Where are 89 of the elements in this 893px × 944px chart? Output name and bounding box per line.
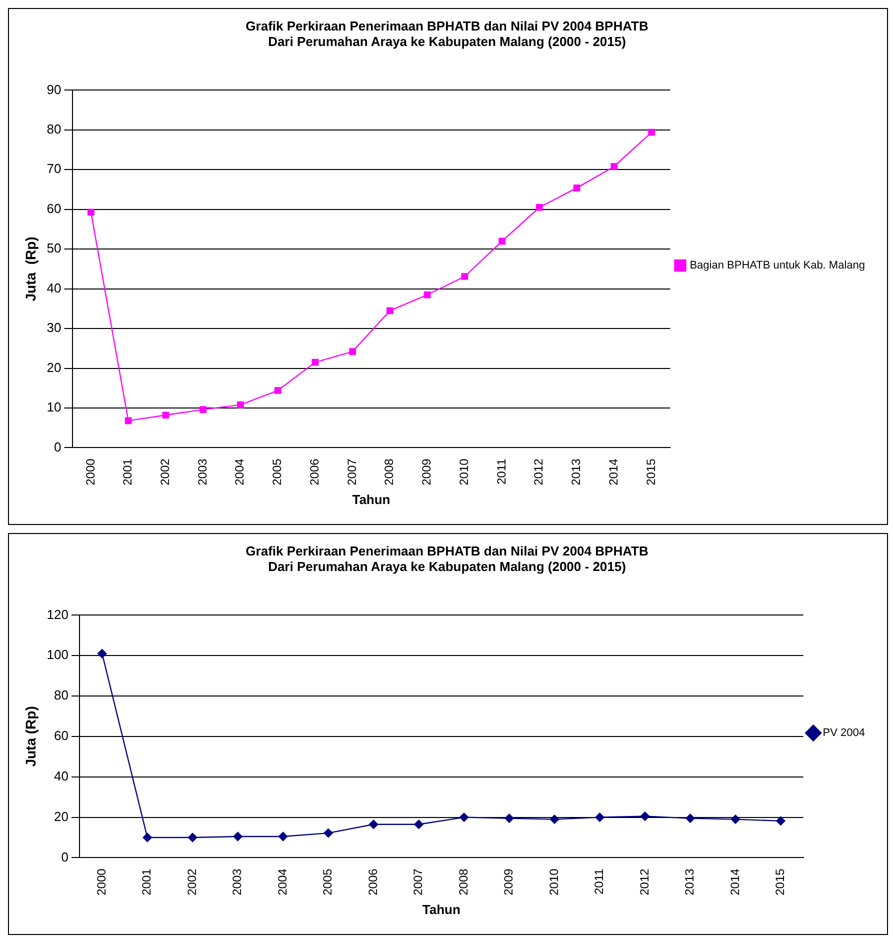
y-tick-label: 40 xyxy=(46,280,62,296)
point xyxy=(730,814,740,824)
y-tick-label: 100 xyxy=(46,647,68,662)
point xyxy=(162,412,170,419)
x-tick-label: 2015 xyxy=(644,458,658,486)
point xyxy=(124,417,132,424)
x-tick-label: 2010 xyxy=(546,868,561,896)
x-tick-label: 2014 xyxy=(728,868,742,896)
y-tick-label: 60 xyxy=(46,200,62,216)
point xyxy=(324,828,333,838)
x-tick-label: 2000 xyxy=(83,458,98,486)
x-tick-label: 2003 xyxy=(230,868,244,896)
point xyxy=(386,307,394,314)
point xyxy=(498,238,506,245)
point xyxy=(550,814,560,824)
point xyxy=(414,820,424,829)
x-tick-label: 2005 xyxy=(270,458,284,486)
x-tick-label: 2010 xyxy=(456,458,471,486)
y-tick-label: 0 xyxy=(61,849,68,864)
x-tick-label: 2015 xyxy=(772,868,787,896)
y-tick-label: 90 xyxy=(46,82,62,97)
point xyxy=(142,832,152,842)
x-tick-label: 2002 xyxy=(158,458,172,486)
y-tick-label: 80 xyxy=(54,688,68,703)
point xyxy=(349,348,356,356)
y-tick-label: 30 xyxy=(46,320,62,336)
x-tick-label: 2004 xyxy=(232,458,247,486)
x-tick-label: 2003 xyxy=(195,458,210,486)
x-tick-label: 2009 xyxy=(502,868,516,896)
x-tick-label: 2007 xyxy=(344,458,359,486)
x-tick-label: 2013 xyxy=(682,868,697,896)
point xyxy=(640,812,650,821)
point xyxy=(776,816,786,826)
point xyxy=(595,812,604,822)
point xyxy=(312,358,319,366)
y-tick-label: 20 xyxy=(46,360,62,375)
x-tick-label: 2000 xyxy=(94,868,108,896)
y-tick-label: 40 xyxy=(54,768,68,784)
y-tick-label: 20 xyxy=(54,808,68,824)
point xyxy=(368,820,378,829)
x-tick-label: 2006 xyxy=(366,868,380,896)
point xyxy=(459,812,469,822)
point xyxy=(88,208,94,216)
x-tick-label: 2007 xyxy=(411,868,426,896)
legend-label: PV 2004 xyxy=(822,727,865,740)
y-tick-label: 120 xyxy=(46,606,68,622)
x-tick-label: 2008 xyxy=(456,868,470,896)
point xyxy=(573,184,580,192)
y-tick-label: 0 xyxy=(54,439,62,454)
y-tick-label: 10 xyxy=(46,400,62,415)
x-tick-label: 2009 xyxy=(420,458,434,486)
point xyxy=(237,401,244,408)
point xyxy=(536,204,543,211)
chart-title: Grafik Perkiraan Penerimaan BPHATB dan Nilai PV 2004 BPHATB Dari Perumahan Araya ke Kabupaten Malang (2000 - 2015) xyxy=(246,543,648,574)
x-tick-label: 2012 xyxy=(532,458,546,486)
point xyxy=(278,832,288,842)
x-tick-label: 2012 xyxy=(637,868,652,896)
point xyxy=(610,163,618,170)
x-tick-label: 2011 xyxy=(494,458,508,485)
chart-title: Grafik Perkiraan Penerimaan BPHATB dan Nilai PV 2004 BPHATB Dari Perumahan Araya ke Kabupaten Malang (2000 - 2015) xyxy=(246,18,648,49)
x-tick-label: 2006 xyxy=(307,458,322,486)
y-axis-title: Juta (Rp) xyxy=(22,236,38,302)
y-axis-title: Juta (Rp) xyxy=(22,706,38,767)
point xyxy=(274,387,282,394)
x-tick-label: 2005 xyxy=(320,868,335,896)
point xyxy=(200,406,206,413)
point xyxy=(504,814,514,823)
point xyxy=(98,648,107,658)
x-tick-label: 2014 xyxy=(606,458,620,486)
y-tick-label: 50 xyxy=(46,240,62,256)
x-tick-label: 2002 xyxy=(184,868,199,896)
x-tick-label: 2011 xyxy=(592,868,606,895)
y-tick-label: 70 xyxy=(46,161,62,176)
x-axis-title: Tahun xyxy=(352,492,390,507)
legend-label: Bagian BPHATB untuk Kab. Malang xyxy=(690,260,866,272)
x-tick-label: 2008 xyxy=(382,458,396,486)
y-tick-label: 60 xyxy=(54,728,68,744)
point xyxy=(424,291,431,298)
point xyxy=(648,128,655,136)
point xyxy=(233,832,242,842)
point xyxy=(461,273,468,280)
x-axis-title: Tahun xyxy=(422,902,460,917)
x-tick-label: 2001 xyxy=(140,868,154,896)
point xyxy=(188,832,198,842)
point xyxy=(686,814,695,823)
x-tick-label: 2013 xyxy=(569,458,584,486)
x-tick-label: 2001 xyxy=(120,458,135,486)
x-tick-label: 2004 xyxy=(275,868,290,896)
y-tick-label: 80 xyxy=(46,122,62,136)
